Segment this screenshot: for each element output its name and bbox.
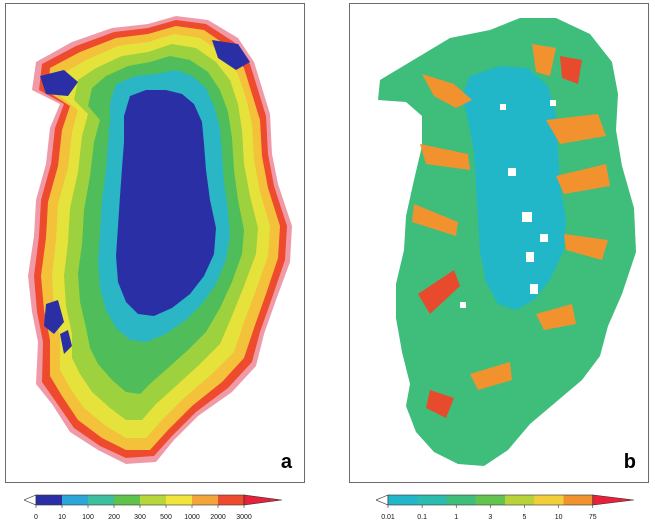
- colorbar-segment: [36, 495, 63, 505]
- colorbar-tick-label: 300: [134, 514, 146, 521]
- nodata-spot: [550, 100, 556, 106]
- nodata-spot: [508, 168, 516, 176]
- colorbar-a-gradient: [24, 494, 282, 508]
- colorbar-arrow-left: [376, 494, 389, 506]
- outlet-glacier-e: [546, 114, 606, 144]
- colorbar-tick-label: 5: [522, 514, 527, 521]
- colorbar-segment: [218, 495, 245, 505]
- south-coast-blue: [60, 330, 72, 354]
- panel-label-a: a: [280, 451, 292, 473]
- outlet-glacier-s: [470, 362, 512, 390]
- nodata-spot: [500, 104, 506, 110]
- colorbar-b: 0.01 0.1 1 3 5 10 75: [376, 489, 634, 529]
- outlet-glacier-sw: [418, 270, 460, 314]
- colorbar-segment: [446, 495, 477, 505]
- nodata-spot: [526, 252, 534, 262]
- colorbar-tick-label: 75: [588, 514, 597, 521]
- colorbar-segment: [166, 495, 193, 505]
- colorbar-tick-label: 2000: [210, 514, 226, 521]
- greenland-map-b: [378, 18, 636, 466]
- outlet-glacier-nw: [422, 74, 472, 108]
- colorbar-arrow-right: [592, 494, 634, 506]
- north-coast-blue: [40, 70, 78, 96]
- map-panel-a: a: [5, 3, 305, 483]
- outlet-glacier-se2: [536, 304, 576, 330]
- colorbar-tick-label: 10: [554, 514, 563, 521]
- greenland-map-a: [28, 16, 292, 464]
- outlet-glacier-e2: [556, 164, 610, 194]
- colorbar-arrow-left: [24, 494, 37, 506]
- panel-label-b: b: [623, 451, 636, 473]
- slow-interior-teal: [462, 66, 566, 310]
- outlet-glacier-s2: [426, 390, 454, 418]
- colorbar-tick-label: 200: [108, 514, 120, 521]
- outlet-glacier-w2: [412, 204, 458, 236]
- colorbar-a: 0 10 100 200 300 500 1000 2000 3000: [24, 489, 282, 529]
- colorbar-segment: [192, 495, 219, 505]
- band-darkblue: [116, 90, 216, 316]
- outlet-glacier-se: [564, 234, 608, 260]
- colorbar-segment: [563, 495, 594, 505]
- nodata-spot: [460, 302, 466, 308]
- colorbar-tick-label: 3000: [236, 514, 252, 521]
- colorbar-segment: [534, 495, 564, 505]
- map-panel-b: b: [349, 3, 649, 483]
- outlet-glacier-ne: [560, 56, 582, 84]
- colorbar-tick-label: 0.01: [381, 514, 395, 521]
- colorbar-segment: [417, 495, 447, 505]
- colorbar-segment: [114, 495, 141, 505]
- outlet-glacier-n: [532, 44, 556, 76]
- northeast-coast-blue: [212, 40, 250, 70]
- colorbar-tick-label: 3: [488, 514, 493, 521]
- colorbar-tick-label: 500: [160, 514, 172, 521]
- colorbar-segment: [88, 495, 115, 505]
- colorbar-tick-label: 1000: [184, 514, 200, 521]
- colorbar-b-gradient: [376, 494, 634, 508]
- colorbar-segment: [140, 495, 167, 505]
- west-coast-blue: [44, 300, 64, 334]
- nodata-spot: [522, 212, 532, 222]
- nodata-spot: [530, 284, 538, 294]
- colorbar-tick-label: 0.1: [417, 514, 427, 521]
- colorbar-tick-label: 0: [34, 514, 38, 521]
- colorbar-tick-label: 1: [454, 514, 459, 521]
- colorbar-segment: [505, 495, 535, 505]
- nodata-spot: [540, 234, 548, 242]
- colorbar-segment: [475, 495, 506, 505]
- outlet-glacier-w: [420, 144, 470, 170]
- colorbar-segment: [62, 495, 89, 505]
- colorbar-arrow-right: [243, 494, 282, 506]
- colorbar-tick-label: 100: [82, 514, 94, 521]
- colorbar-tick-label: 10: [58, 514, 66, 521]
- colorbar-segment: [388, 495, 418, 505]
